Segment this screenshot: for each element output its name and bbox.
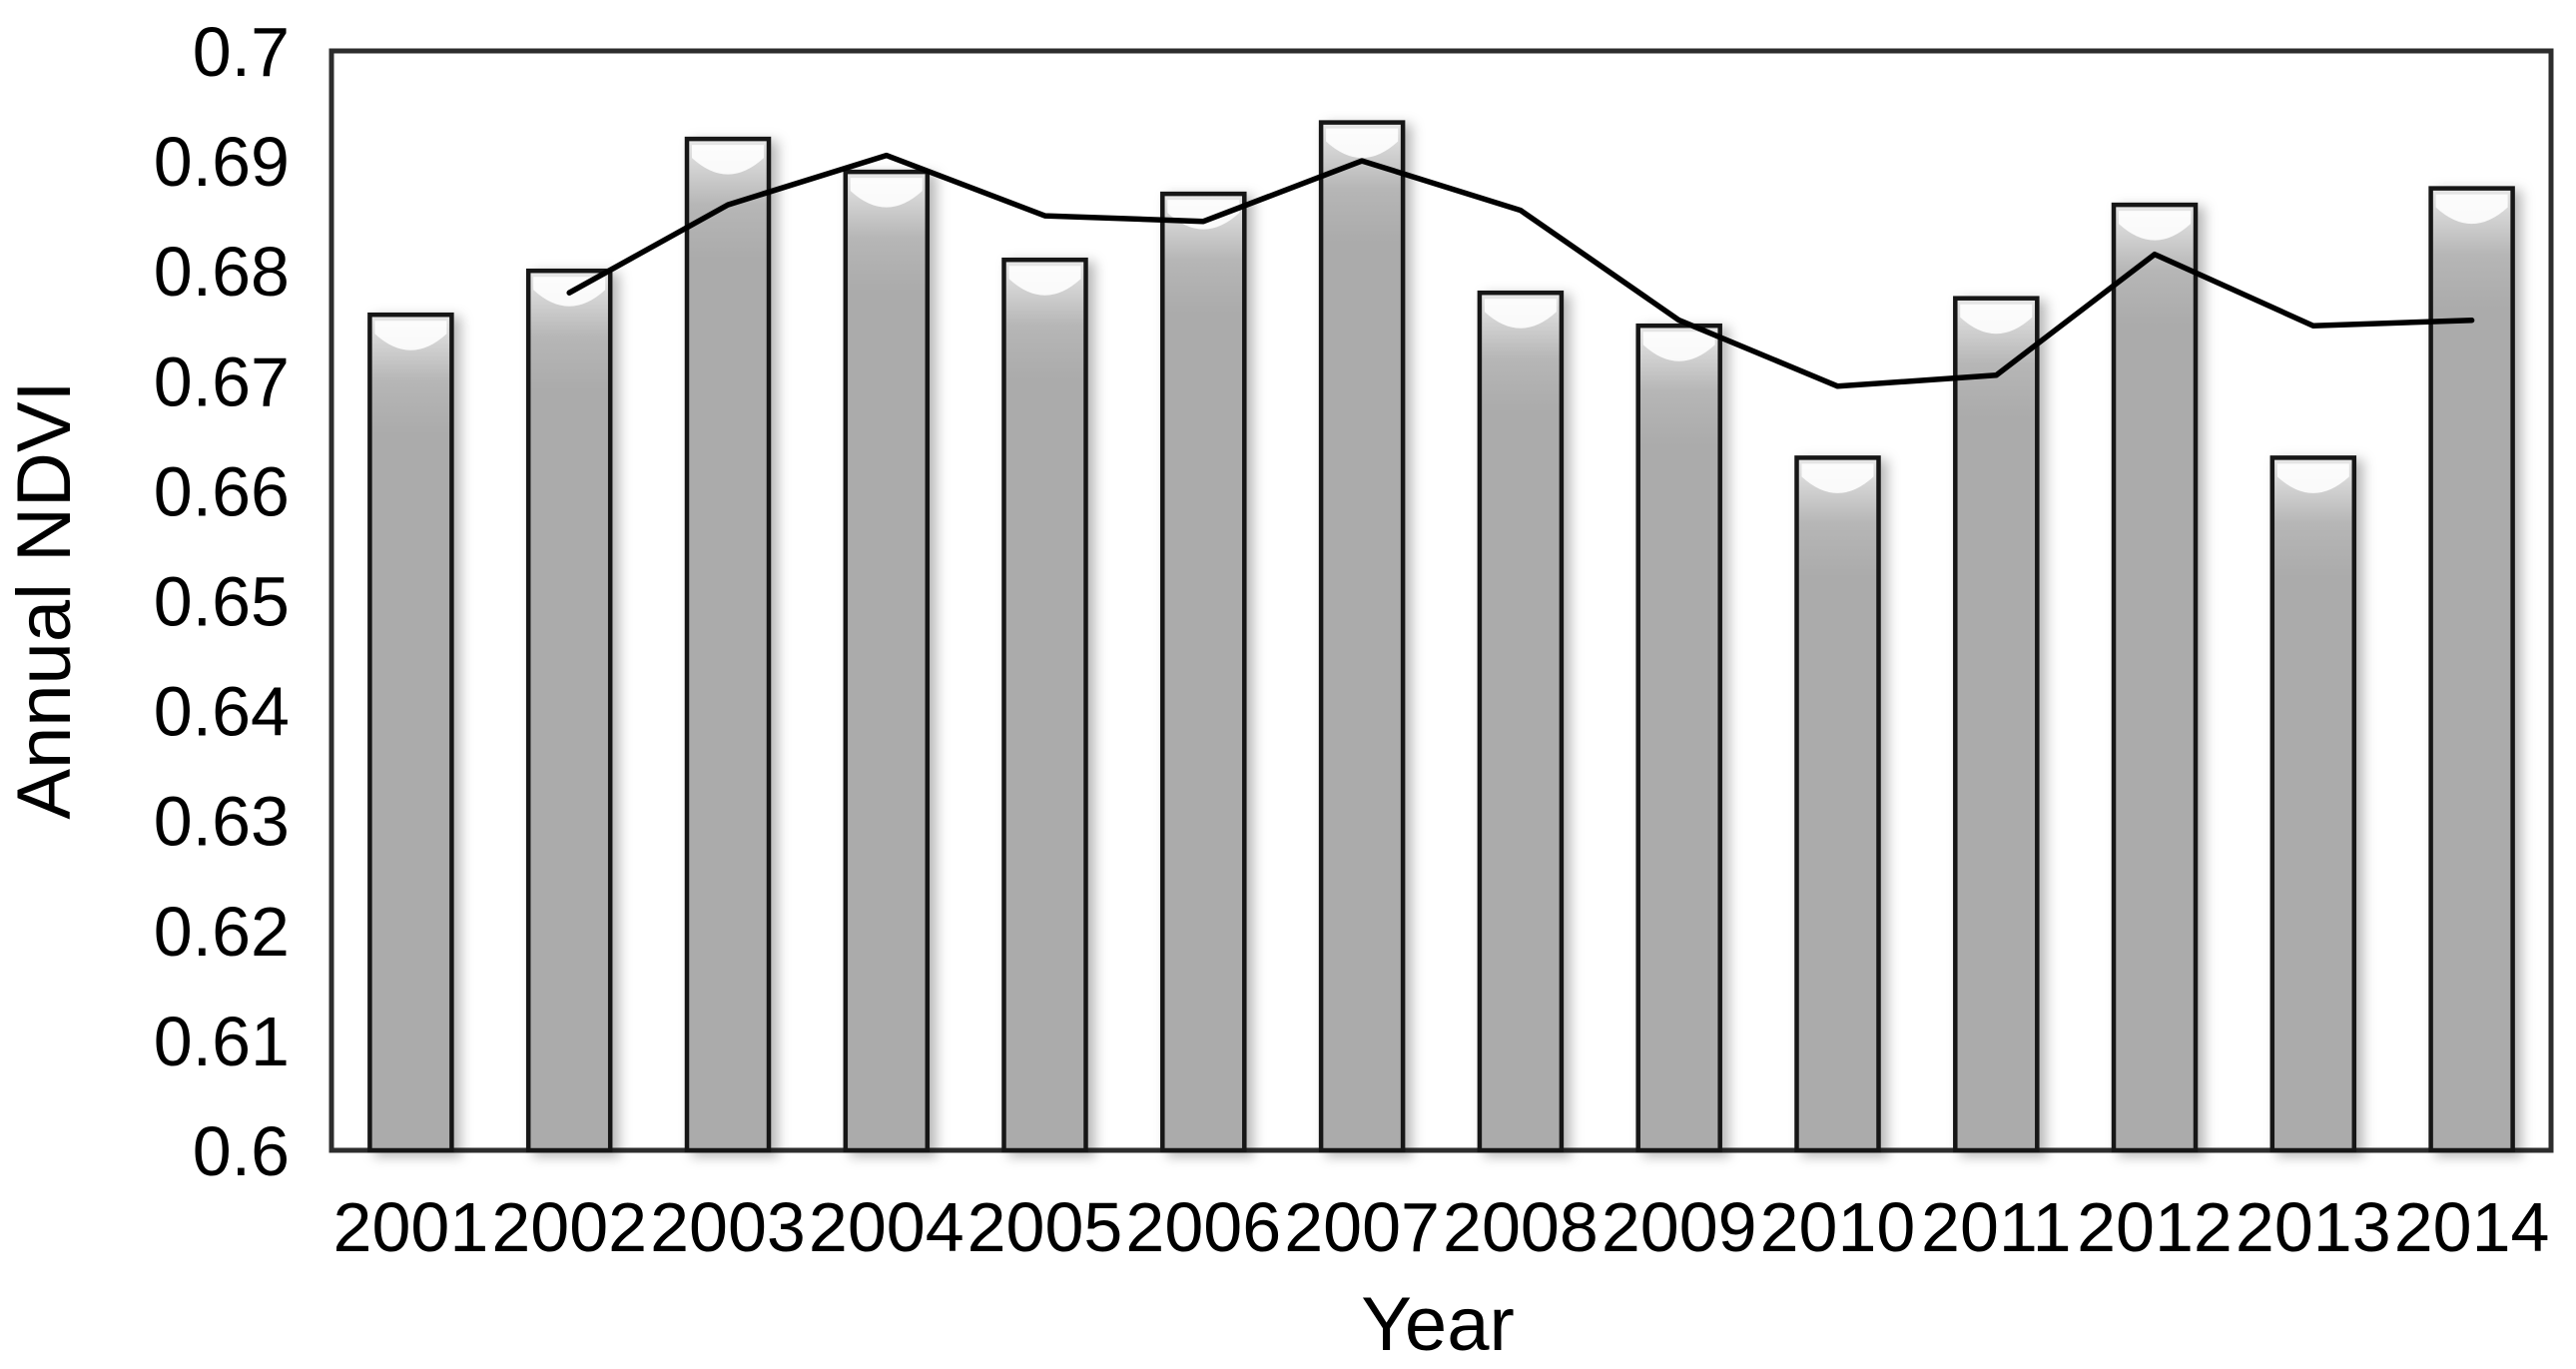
x-tick-label-2005: 2005 (967, 1188, 1123, 1266)
bars-group (367, 120, 2515, 1153)
bar-top-highlight (1484, 299, 1557, 329)
bar-top-highlight (850, 178, 923, 208)
x-tick-label-2004: 2004 (809, 1188, 965, 1266)
bar-2010 (1794, 455, 1881, 1153)
y-axis-title: Annual NDVI (2, 380, 87, 819)
y-tick-label-0.7: 0.7 (193, 13, 290, 91)
x-tick-label-2009: 2009 (1602, 1188, 1757, 1266)
bar-2006 (1160, 191, 1247, 1153)
bar-2005 (1001, 257, 1088, 1153)
bar-2001 (367, 312, 454, 1153)
x-tick-label-2013: 2013 (2236, 1188, 2391, 1266)
bar-top-highlight (1960, 304, 2033, 335)
y-axis-tick-labels: 0.7 0.69 0.68 0.67 0.66 0.65 0.64 0.63 0.62 0.61 0… (154, 13, 290, 1190)
x-tick-label-2002: 2002 (491, 1188, 647, 1266)
y-tick-label-0.61: 0.61 (154, 1003, 290, 1080)
bar-2003 (684, 136, 772, 1153)
bar-top-highlight (2119, 211, 2192, 241)
x-tick-label-2001: 2001 (333, 1188, 489, 1266)
bar-2002 (525, 268, 613, 1153)
x-tick-label-2014: 2014 (2394, 1188, 2550, 1266)
y-tick-label-0.67: 0.67 (154, 342, 290, 420)
y-tick-label-0.68: 0.68 (154, 233, 290, 311)
x-tick-label-2007: 2007 (1284, 1188, 1440, 1266)
bar-2013 (2269, 455, 2357, 1153)
y-tick-label-0.66: 0.66 (154, 452, 290, 530)
bar-2007 (1318, 120, 1406, 1153)
bar-top-highlight (1642, 332, 1715, 361)
bar-top-highlight (1326, 128, 1399, 159)
y-tick-label-0.6: 0.6 (193, 1112, 290, 1190)
x-axis-tick-labels: 2001 2002 2003 2004 2005 2006 2007 2008 2009 2010… (333, 1188, 2550, 1266)
bar-top-highlight (2435, 194, 2508, 225)
y-tick-label-0.62: 0.62 (154, 893, 290, 971)
x-tick-label-2008: 2008 (1443, 1188, 1599, 1266)
plot-area-border (328, 48, 2554, 1153)
y-tick-label-0.63: 0.63 (154, 783, 290, 861)
bar-top-highlight (1801, 463, 1874, 493)
bar-2014 (2428, 186, 2515, 1153)
bar-2008 (1477, 290, 1565, 1153)
y-tick-label-0.64: 0.64 (154, 673, 290, 751)
y-tick-label-0.69: 0.69 (154, 123, 290, 201)
bar-2009 (1635, 323, 1722, 1153)
bar-top-highlight (374, 321, 447, 350)
bar-2012 (2111, 202, 2199, 1153)
bar-top-highlight (691, 145, 764, 175)
x-tick-label-2006: 2006 (1125, 1188, 1281, 1266)
x-tick-label-2011: 2011 (1921, 1188, 2072, 1266)
y-tick-label-0.65: 0.65 (154, 563, 290, 641)
bar-top-highlight (1008, 266, 1081, 296)
trend-line (566, 152, 2475, 389)
x-axis-title: Year (1361, 1282, 1515, 1367)
x-tick-label-2012: 2012 (2077, 1188, 2233, 1266)
bar-2011 (1953, 296, 2040, 1153)
bar-top-highlight (2276, 463, 2349, 493)
bar-2004 (843, 169, 931, 1153)
x-tick-label-2003: 2003 (650, 1188, 806, 1266)
x-tick-label-2010: 2010 (1760, 1188, 1916, 1266)
